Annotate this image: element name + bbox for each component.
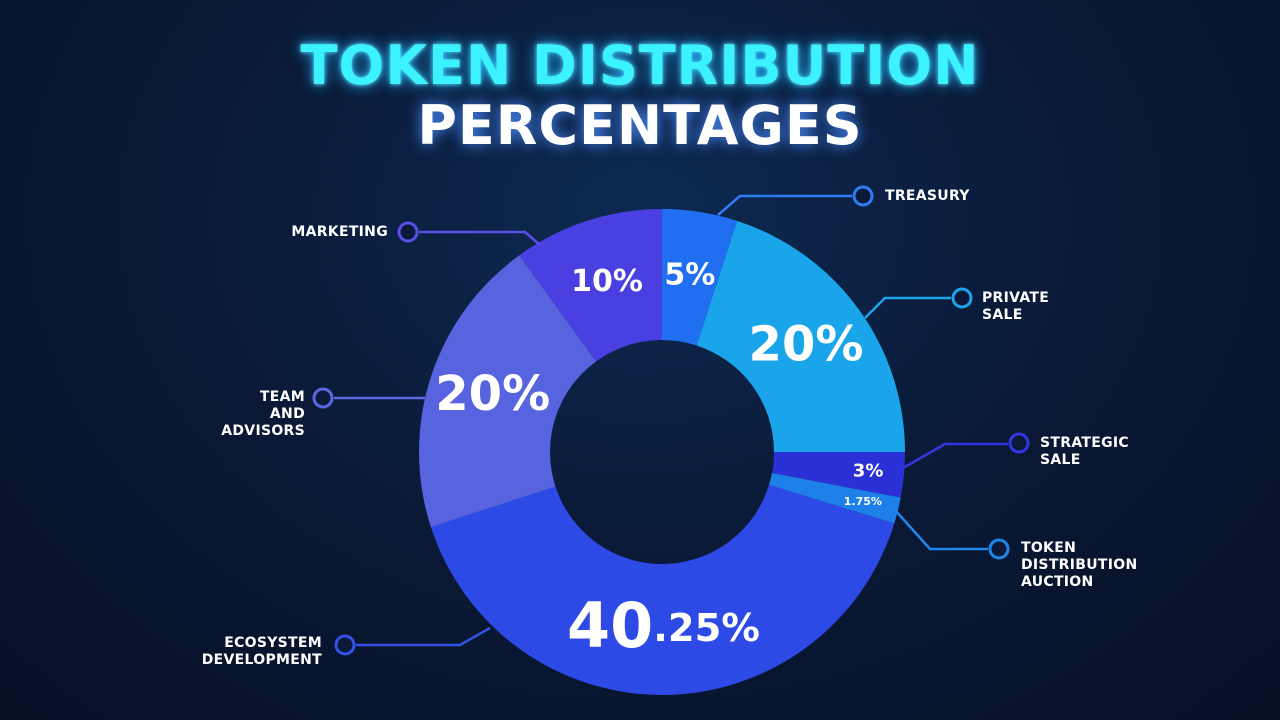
donut-slice: [696, 220, 905, 452]
leader-dot: [852, 185, 874, 207]
leader-line: [717, 194, 852, 216]
leader-dot: [397, 221, 419, 243]
value-label: 3%: [853, 460, 884, 481]
donut-slice: [519, 209, 662, 362]
category-label: ECOSYSTEM DEVELOPMENT: [201, 635, 322, 668]
leader-line: [419, 230, 541, 246]
donut-slice: [772, 452, 905, 498]
category-label: TOKEN DISTRIBUTION AUCTION: [1021, 540, 1138, 590]
chart-subtitle: PERCENTAGES: [417, 94, 863, 157]
category-label: STRATEGIC SALE: [1040, 435, 1129, 468]
category-label: TEAM AND ADVISORS: [221, 389, 305, 439]
value-label: 20%: [435, 366, 550, 422]
donut-slice: [769, 472, 901, 524]
leader-dot: [988, 538, 1010, 560]
category-label: TREASURY: [885, 188, 970, 204]
category-label: PRIVATE SALE: [982, 290, 1050, 323]
value-label: 20%: [749, 316, 864, 372]
donut-slice: [430, 484, 895, 696]
leader-line: [902, 442, 1008, 470]
value-label: 5%: [664, 258, 715, 293]
category-label: MARKETING: [291, 224, 388, 240]
donut-slice: [419, 255, 597, 528]
leader-line: [356, 626, 491, 647]
leader-dot: [951, 287, 973, 309]
leader-dot: [312, 387, 334, 409]
chart-title: TOKEN DISTRIBUTION: [300, 34, 980, 97]
leader-line: [864, 296, 951, 319]
leader-dot: [334, 634, 356, 656]
value-label: 10%: [571, 264, 643, 299]
leader-dot: [1008, 432, 1030, 454]
leader-line: [894, 509, 988, 551]
donut-slice: [662, 209, 738, 346]
value-label: 1.75%: [844, 495, 882, 508]
